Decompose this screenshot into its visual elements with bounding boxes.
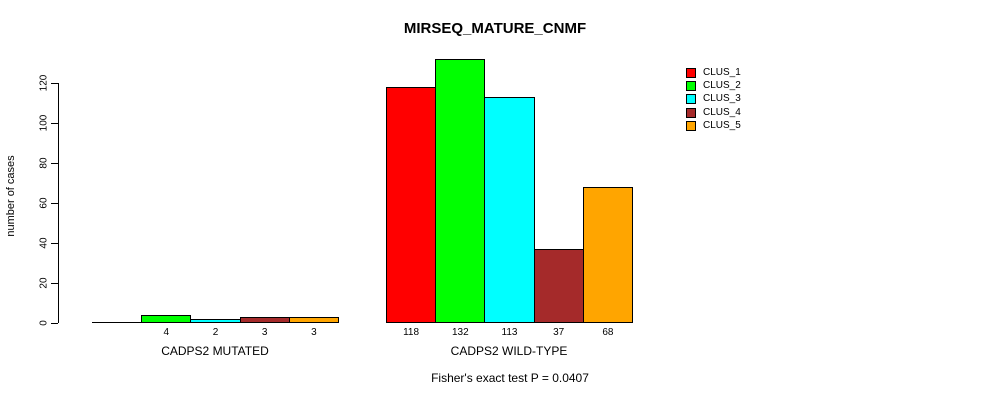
- y-axis-tick: [51, 83, 58, 84]
- bar-value-label: 2: [212, 327, 219, 338]
- bar-value-label: 37: [553, 327, 565, 338]
- bar-value-label: 132: [451, 327, 469, 338]
- legend-item: CLUS_3: [686, 93, 741, 106]
- bar-cadps2-mutated-clus_5: [288, 317, 339, 323]
- bar-cadps2-wild-type-clus_3: [484, 97, 535, 323]
- bar-value-label: 3: [261, 327, 268, 338]
- y-axis-label: number of cases: [5, 155, 17, 237]
- y-axis-tick: [51, 323, 58, 324]
- legend-item: CLUS_5: [686, 120, 741, 133]
- legend-swatch-clus_1: [686, 67, 696, 78]
- bar-cadps2-wild-type-clus_4: [533, 249, 584, 323]
- chart-title: MIRSEQ_MATURE_CNMF: [403, 20, 587, 37]
- legend-item-label: CLUS_5: [703, 120, 741, 132]
- legend-swatch-clus_2: [686, 81, 696, 92]
- legend-item-label: CLUS_4: [703, 106, 741, 118]
- y-axis-tick-label: 20: [38, 277, 50, 289]
- y-axis-tick-label: 100: [38, 114, 50, 132]
- bar-cadps2-mutated-clus_2: [141, 315, 192, 323]
- footnote-text: Fisher's exact test P = 0.0407: [431, 371, 589, 385]
- legend-item-label: CLUS_3: [703, 93, 741, 105]
- legend-swatch-clus_5: [686, 121, 696, 132]
- legend-swatch-clus_3: [686, 94, 696, 105]
- y-axis-tick: [51, 203, 58, 204]
- y-axis-tick: [51, 283, 58, 284]
- bar-value-label: 113: [501, 327, 518, 338]
- bar-value-label: 4: [163, 327, 170, 338]
- x-group-label: CADPS2 MUTATED: [161, 344, 269, 358]
- y-axis-tick: [51, 243, 58, 244]
- legend-item-label: CLUS_2: [703, 80, 741, 92]
- legend: CLUS_1 CLUS_2 CLUS_3 CLUS_4 CLUS_5: [686, 66, 741, 133]
- legend-item: CLUS_1: [686, 66, 741, 79]
- bar-cadps2-wild-type-clus_2: [435, 59, 486, 323]
- x-group-label: CADPS2 WILD-TYPE: [450, 344, 568, 358]
- y-axis-tick: [51, 123, 58, 124]
- legend-item: CLUS_2: [686, 79, 741, 92]
- bar-value-label: 68: [602, 327, 614, 338]
- y-axis-tick: [51, 163, 58, 164]
- y-axis-tick-label: 80: [38, 157, 50, 169]
- y-axis-tick-label: 120: [38, 74, 50, 92]
- y-axis-tick-label: 60: [38, 197, 50, 209]
- y-axis-line: [58, 83, 59, 323]
- bar-cadps2-wild-type-clus_5: [582, 187, 633, 323]
- legend-swatch-clus_4: [686, 107, 696, 118]
- bar-cadps2-mutated-clus_4: [239, 317, 290, 323]
- bar-cadps2-wild-type-clus_1: [386, 87, 437, 323]
- y-axis-tick-label: 40: [38, 237, 50, 249]
- bar-value-label: 118: [403, 327, 420, 338]
- bar-value-label: 3: [311, 327, 317, 338]
- legend-item: CLUS_4: [686, 106, 741, 119]
- legend-item-label: CLUS_1: [703, 66, 741, 78]
- bar-cadps2-mutated-clus_1: [92, 322, 143, 323]
- bar-cadps2-mutated-clus_3: [190, 319, 241, 323]
- y-axis-tick-label: 0: [38, 320, 50, 326]
